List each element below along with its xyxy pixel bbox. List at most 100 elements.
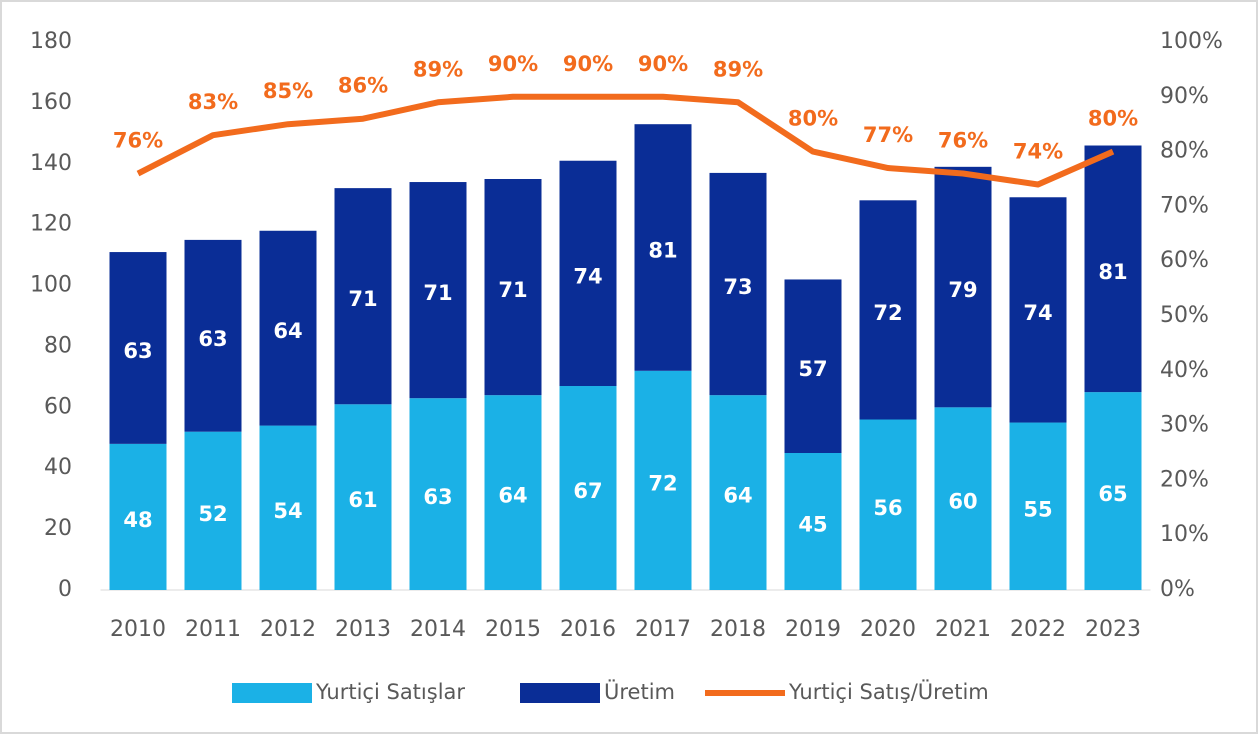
line — [136, 93, 1115, 188]
bar — [1009, 197, 1067, 423]
bar-label: 71 — [498, 278, 527, 302]
bar — [709, 395, 767, 590]
bar-label: 72 — [873, 301, 902, 325]
y2-tick-label: 80% — [1160, 139, 1209, 164]
bar — [484, 179, 542, 396]
x-tick-label: 2014 — [410, 617, 466, 642]
x-tick-label: 2012 — [260, 617, 316, 642]
bar-label: 81 — [1098, 260, 1127, 284]
bar-label: 52 — [198, 502, 227, 526]
bar — [409, 182, 467, 399]
y-tick-label: 100 — [30, 273, 72, 298]
line-label: 77% — [863, 123, 913, 147]
line-label: 86% — [338, 74, 388, 98]
bar-label: 64 — [273, 319, 302, 343]
bar-label: 81 — [648, 239, 677, 263]
bar-label: 48 — [123, 508, 152, 532]
x-tick-label: 2022 — [1010, 617, 1066, 642]
bar-label: 65 — [1098, 482, 1127, 506]
bar — [859, 200, 917, 420]
bar — [859, 419, 917, 590]
x-tick-label: 2010 — [110, 617, 166, 642]
y2-tick-label: 90% — [1160, 84, 1209, 109]
bar — [109, 252, 167, 444]
bar-label: 67 — [573, 479, 602, 503]
bar — [409, 398, 467, 590]
bar — [634, 124, 692, 371]
bar — [1009, 422, 1067, 590]
y-tick-label: 160 — [30, 90, 72, 115]
bar-label: 56 — [873, 496, 902, 520]
bar — [184, 431, 242, 590]
bar-label: 79 — [948, 278, 977, 302]
y2-tick-label: 70% — [1160, 193, 1209, 218]
bar — [559, 160, 617, 387]
bar — [934, 166, 992, 408]
y2-tick-label: 50% — [1160, 303, 1209, 328]
legend-swatch — [520, 683, 600, 703]
x-tick-label: 2013 — [335, 617, 391, 642]
bar-label: 72 — [648, 471, 677, 495]
bar — [1084, 392, 1142, 590]
line-label: 74% — [1013, 139, 1063, 163]
legend-label: Yurtiçi Satış/Üretim — [788, 679, 989, 704]
bar — [334, 404, 392, 590]
line-label: 85% — [263, 79, 313, 103]
bar — [334, 188, 392, 405]
y2-tick-label: 60% — [1160, 248, 1209, 273]
line-label: 90% — [638, 52, 688, 76]
bar — [709, 172, 767, 396]
bar-label: 64 — [498, 484, 527, 508]
line-label: 90% — [563, 52, 613, 76]
y2-tick-label: 10% — [1160, 522, 1209, 547]
bar-label: 45 — [798, 513, 827, 537]
bar-label: 63 — [198, 327, 227, 351]
legend-label: Yurtiçi Satışlar — [315, 680, 465, 704]
legend-swatch — [232, 683, 312, 703]
y-tick-label: 80 — [44, 333, 72, 358]
x-tick-label: 2015 — [485, 617, 541, 642]
bar-label: 71 — [348, 287, 377, 311]
x-tick-label: 2018 — [710, 617, 766, 642]
y2-tick-label: 40% — [1160, 358, 1209, 383]
y2-tick-label: 100% — [1160, 29, 1223, 54]
bar-label: 54 — [273, 499, 302, 523]
bar — [784, 453, 842, 590]
x-tick-label: 2016 — [560, 617, 616, 642]
bar — [1084, 145, 1142, 393]
bar-label: 61 — [348, 488, 377, 512]
bar — [784, 279, 842, 453]
x-tick-label: 2011 — [185, 617, 241, 642]
y-tick-label: 40 — [44, 455, 72, 480]
bar — [634, 370, 692, 590]
bar-label: 57 — [798, 357, 827, 381]
bar-label: 63 — [423, 485, 452, 509]
y-tick-label: 180 — [30, 29, 72, 54]
x-tick-label: 2017 — [635, 617, 691, 642]
bar-label: 64 — [723, 484, 752, 508]
bar-label: 74 — [1023, 301, 1052, 325]
line-label: 89% — [413, 57, 463, 81]
y-tick-label: 0 — [58, 577, 72, 602]
y-tick-label: 140 — [30, 151, 72, 176]
bar — [184, 239, 242, 432]
bar — [109, 443, 167, 590]
line-label: 89% — [713, 57, 763, 81]
x-tick-label: 2021 — [935, 617, 991, 642]
bar — [559, 386, 617, 590]
y2-tick-label: 0% — [1160, 577, 1195, 602]
bar-label: 63 — [123, 339, 152, 363]
bar-label: 73 — [723, 275, 752, 299]
x-tick-label: 2020 — [860, 617, 916, 642]
bar-label: 71 — [423, 281, 452, 305]
y2-tick-label: 20% — [1160, 467, 1209, 492]
bar — [934, 407, 992, 590]
line-label: 80% — [1088, 107, 1138, 131]
bar — [259, 425, 317, 590]
bar-label: 74 — [573, 264, 602, 288]
bar-label: 60 — [948, 490, 977, 514]
line-label: 90% — [488, 52, 538, 76]
bar-label: 55 — [1023, 497, 1052, 521]
y2-tick-label: 30% — [1160, 413, 1209, 438]
line-label: 76% — [113, 129, 163, 153]
